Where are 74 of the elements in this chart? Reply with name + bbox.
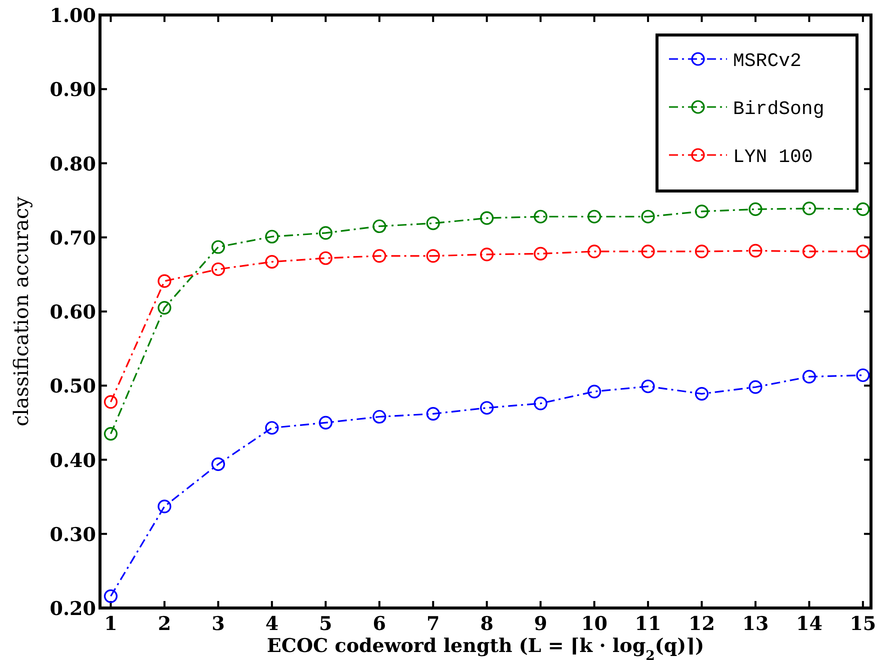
point [856, 368, 870, 382]
x-tick-label: 14 [796, 613, 822, 635]
point [104, 395, 118, 409]
point [318, 416, 332, 430]
point [265, 421, 279, 435]
point [480, 248, 494, 262]
point [426, 216, 440, 230]
y-tick-label: 0.40 [50, 450, 96, 472]
point [588, 384, 602, 398]
point [265, 255, 279, 269]
point [211, 262, 225, 276]
point [748, 244, 762, 258]
y-tick-label: 0.70 [50, 227, 96, 250]
point [641, 244, 655, 258]
x-tick-label: 10 [581, 613, 608, 635]
x-tick-label: 15 [850, 613, 876, 635]
point [802, 202, 816, 216]
point [802, 244, 816, 258]
point [802, 370, 816, 384]
x-tick-label: 1 [104, 613, 118, 635]
x-tick-label: 8 [480, 613, 494, 635]
y-tick-label: 1.00 [50, 5, 96, 27]
x-tick-label: 3 [212, 613, 225, 635]
point [534, 210, 548, 224]
x-tick-label: 9 [534, 613, 548, 635]
point [372, 249, 386, 263]
point [694, 244, 709, 258]
point [748, 380, 762, 394]
x-tick-label: 2 [158, 613, 172, 635]
point [104, 589, 118, 603]
point [748, 202, 762, 216]
legend-label: MSRCv2 [733, 50, 802, 72]
point [480, 401, 494, 415]
legend-label: BirdSong [733, 98, 824, 120]
x-tick-label: 11 [634, 613, 662, 635]
x-tick-label: 4 [265, 613, 279, 635]
y-tick-label: 0.60 [50, 302, 96, 324]
x-tick-label: 13 [742, 613, 769, 635]
y-axis-title: classification accuracy [9, 196, 33, 426]
y-tick-label: 0.80 [50, 153, 96, 176]
y-tick-label: 0.90 [50, 79, 96, 102]
point [104, 427, 118, 441]
point [856, 202, 870, 216]
x-tick-label: 12 [688, 613, 715, 635]
point [426, 406, 440, 421]
point [372, 219, 386, 234]
point [856, 244, 870, 258]
point [372, 410, 386, 424]
x-tick-label: 7 [426, 613, 440, 635]
point [158, 274, 172, 288]
point [534, 246, 548, 260]
legend-label: LYN 100 [733, 146, 813, 168]
point [480, 211, 494, 225]
y-tick-label: 0.50 [50, 376, 96, 398]
point [641, 210, 655, 224]
point [158, 500, 172, 514]
point [641, 380, 655, 394]
point [318, 226, 332, 240]
y-tick-label: 0.30 [50, 524, 96, 546]
point [265, 230, 279, 244]
point [318, 251, 332, 265]
point [534, 396, 548, 410]
x-axis-title: ECOC codeword length (L = ⌈k · log$_{2}$(q)⌉) [266, 635, 704, 660]
point [211, 240, 225, 254]
point [694, 386, 709, 401]
point [211, 457, 225, 471]
point [694, 204, 709, 218]
point [158, 300, 172, 315]
point [588, 244, 602, 258]
point [426, 249, 440, 263]
point [588, 210, 602, 224]
y-tick-label: 0.20 [50, 598, 96, 620]
x-tick-label: 5 [319, 613, 332, 635]
x-tick-label: 6 [372, 613, 386, 635]
